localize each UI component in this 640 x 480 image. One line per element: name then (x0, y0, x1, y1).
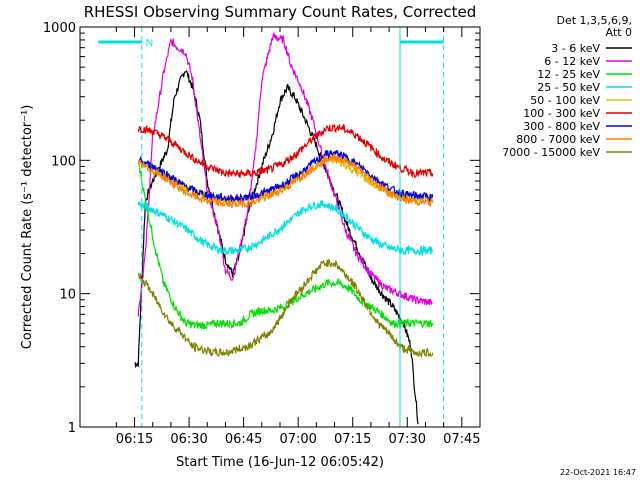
x-tick-label: 06:45 (225, 432, 262, 447)
y-tick-label: 100 (51, 154, 76, 169)
legend-label: 7000 - 15000 keV (502, 146, 600, 159)
series-line (137, 258, 434, 359)
x-tick-label: 07:30 (389, 432, 426, 447)
legend-header-line-1: Det 1,3,5,6,9, (556, 14, 632, 27)
chart-title: RHESSI Observing Summary Count Rates, Co… (84, 3, 477, 21)
series-line (137, 123, 434, 179)
annotation-markers: N (98, 27, 445, 427)
x-tick-label: 06:15 (116, 432, 153, 447)
marker-label: N (146, 38, 153, 49)
y-tick-label: 1 (68, 421, 76, 436)
x-axis: 06:15 06:30 06:45 07:00 07:15 07:30 07:45 (116, 27, 481, 447)
legend-label: 6 - 12 keV (544, 55, 600, 68)
x-tick-label: 07:15 (334, 432, 371, 447)
legend-header-line-2: Att 0 (606, 26, 632, 39)
y-tick-label: 1000 (43, 21, 76, 36)
x-tick-label: 06:30 (170, 432, 207, 447)
legend-label: 800 - 7000 keV (516, 133, 600, 146)
legend-label: 12 - 25 keV (537, 68, 600, 81)
x-tick-label: 07:00 (279, 432, 316, 447)
series-line (134, 69, 419, 425)
x-axis-label: Start Time (16-Jun-12 06:05:42) (176, 455, 384, 470)
legend-label: 3 - 6 keV (551, 42, 600, 55)
legend-label: 50 - 100 keV (530, 94, 600, 107)
y-axis-label: Corrected Count Rate (s⁻¹ detector⁻¹) (20, 105, 35, 350)
legend-label: 300 - 800 keV (523, 120, 600, 133)
legend-label: 25 - 50 keV (537, 81, 600, 94)
series-line (137, 152, 434, 209)
x-tick-label: 07:45 (443, 432, 480, 447)
y-axis: 1 10 100 1000 (43, 21, 480, 436)
y-tick-label: 10 (59, 288, 76, 303)
series-line (137, 31, 434, 317)
timestamp: 22-Oct-2021 16:47 (560, 468, 636, 477)
legend-label: 100 - 300 keV (523, 107, 600, 120)
series-line (137, 200, 434, 257)
series-layer (134, 31, 434, 425)
